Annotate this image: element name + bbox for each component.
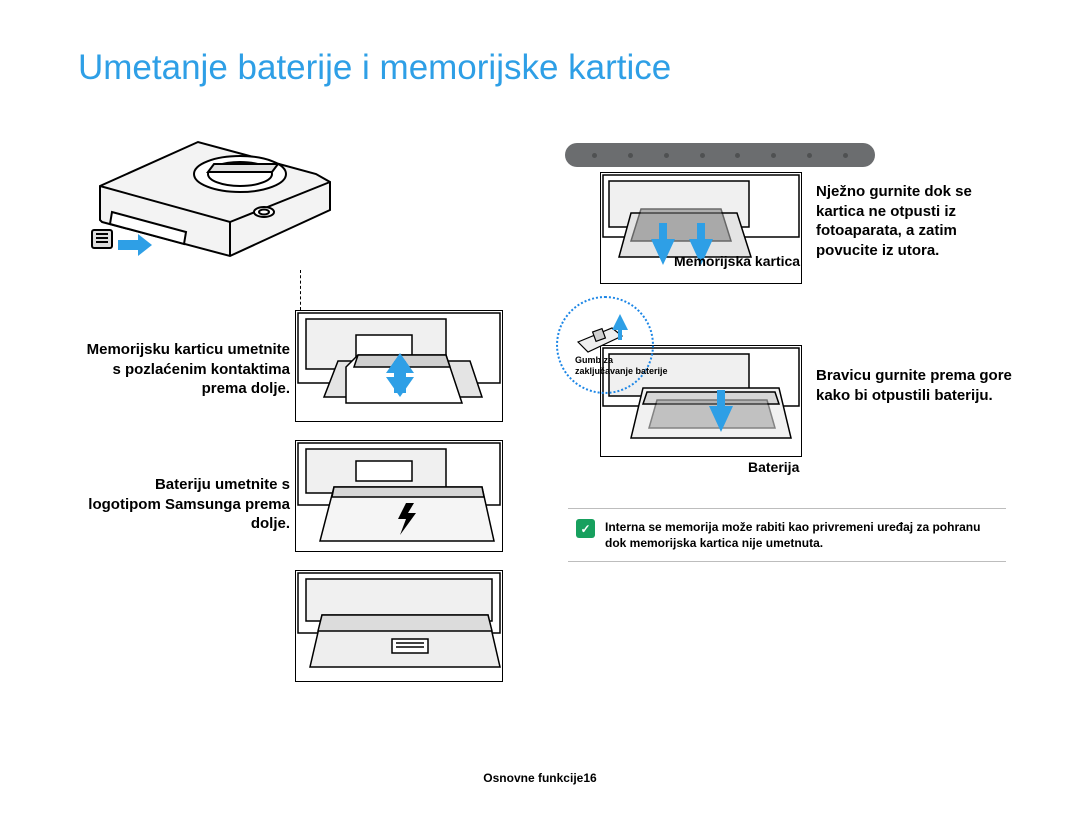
step-insert-battery [295,440,503,552]
label-memory-card: Memorijska kartica [674,253,800,269]
check-icon: ✓ [576,519,595,538]
info-note-text: Interna se memorija može rabiti kao priv… [605,519,998,551]
footer-section: Osnovne funkcije [483,771,583,785]
caption-insert-battery: Bateriju umetnite s logotipom Samsunga p… [80,475,290,534]
battery-lock-magnifier [556,296,654,394]
battery-lock-label: Gumb za zaključavanje baterije [575,355,668,377]
caption-remove-card: Nježno gurnite dok se kartica ne otpusti… [816,182,1016,260]
page-footer: Osnovne funkcije16 [0,771,1080,785]
info-note: ✓ Interna se memorija može rabiti kao pr… [568,508,1006,562]
page-title: Umetanje baterije i memorijske kartice [78,48,671,88]
camera-bottom-illustration [80,130,350,270]
caption-insert-card: Memorijsku karticu umetnite s pozlaćenim… [80,340,290,399]
leader-line [300,270,302,310]
step-close-door [295,570,503,682]
footer-page-number: 16 [583,771,596,785]
section-header-pill [565,143,875,167]
step-insert-memory-card [295,310,503,422]
caption-release-battery: Bravicu gurnite prema gore kako bi otpus… [816,366,1016,405]
label-battery: Baterija [748,459,799,475]
